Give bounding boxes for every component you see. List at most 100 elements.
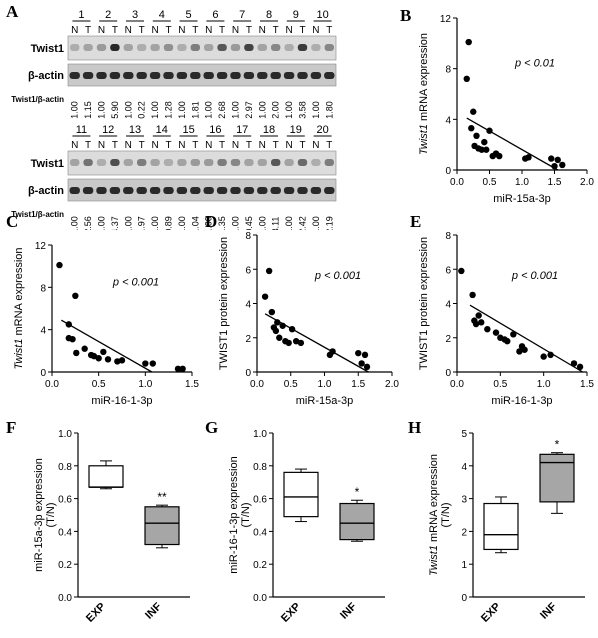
significance-marker: * [355, 485, 360, 499]
lane-label: N [259, 140, 266, 151]
sample-number: 13 [129, 124, 141, 136]
actin-band [230, 187, 241, 194]
lane-label: N [205, 25, 212, 36]
ratio-value: 5.90 [110, 101, 120, 119]
data-point [570, 360, 578, 367]
actin-blot-strip [67, 178, 337, 202]
x-tick-label: 0.0 [450, 177, 464, 188]
ratio-value: 1.00 [204, 101, 214, 119]
y-tick-label: 4 [461, 462, 467, 473]
x-axis-label: miR-15a-3p [493, 193, 550, 205]
y-tick-label: 0.2 [253, 560, 267, 571]
actin-band [163, 72, 174, 79]
data-point [469, 291, 476, 299]
twist1-band [150, 44, 160, 51]
twist1-band [137, 44, 147, 51]
data-point [470, 108, 477, 115]
x-axis-label: miR-16-1-3p [491, 395, 552, 407]
data-point [69, 335, 76, 343]
lane-label: T [299, 25, 305, 36]
actin-band [310, 187, 322, 194]
panel-label-e: E [410, 212, 422, 231]
y-tick-label: 8 [40, 283, 46, 294]
panel-label-b: B [400, 6, 412, 25]
sample-number: 4 [159, 9, 165, 21]
actin-band [203, 72, 214, 79]
data-point [276, 334, 283, 341]
twist1-band [110, 44, 120, 51]
twist1-band [190, 44, 200, 51]
y-tick-label: 2 [245, 334, 251, 345]
twist1-band [244, 159, 254, 166]
ratio-value: 1.81 [190, 101, 200, 119]
ratio-value: 1.00 [257, 216, 267, 230]
x-tick-label: 0.0 [250, 379, 264, 390]
data-point [472, 320, 480, 328]
x-tick-label: 2.0 [580, 177, 594, 188]
sample-number: 11 [76, 124, 87, 136]
box [539, 453, 575, 503]
twist1-band [110, 159, 120, 166]
data-point [548, 155, 555, 162]
y-tick-label: 4 [445, 115, 451, 126]
y-tick-label: 0.0 [253, 593, 267, 604]
actin-band [176, 72, 188, 79]
regression-line [264, 313, 369, 373]
y-axis-label-unit: (T/N) [45, 502, 57, 527]
category-label: INF [143, 600, 164, 621]
lane-label: N [232, 140, 239, 151]
data-point [363, 363, 371, 371]
sample-number: 15 [182, 124, 194, 136]
data-point [478, 319, 485, 326]
p-value-annotation: p < 0.001 [314, 270, 361, 282]
twist1-row-label: Twist1 [31, 43, 64, 55]
y-axis-label: TWIST1 protein expression [418, 237, 430, 370]
lane-label: N [178, 25, 185, 36]
x-tick-label: 0.5 [92, 379, 106, 390]
twist1-band [163, 44, 174, 51]
twist1-band [244, 44, 254, 51]
data-point [329, 348, 336, 355]
sample-number: 12 [102, 124, 114, 136]
data-point [540, 353, 547, 360]
twist1-band [311, 159, 321, 166]
twist1-band [70, 159, 80, 166]
panel-label-a: A [6, 2, 19, 21]
actin-band [297, 72, 308, 79]
x-tick-label: 1.5 [548, 177, 562, 188]
lane-label: N [98, 140, 105, 151]
y-axis-label-rest: mRNA expression [428, 454, 440, 545]
ratio-value: 3.11 [271, 217, 281, 230]
ratio-value: 1.00 [177, 216, 187, 230]
ratio-row-label: Twist1/β-actin [11, 210, 64, 219]
regression-line [466, 117, 559, 171]
lane-label: T [112, 140, 118, 151]
twist1-band [217, 44, 227, 51]
y-tick-label: 4 [245, 300, 251, 311]
y-tick-label: 12 [440, 14, 452, 25]
category-label: EXP [84, 601, 108, 625]
y-axis-label: Twist1 mRNA expression [13, 247, 25, 369]
ratio-value: 1.00 [257, 101, 267, 119]
significance-marker: * [555, 438, 560, 452]
lane-label: T [112, 25, 118, 36]
sample-number: 18 [263, 124, 275, 136]
regression-line [61, 319, 153, 373]
y-tick-label: 0 [245, 368, 251, 379]
y-tick-label: 2 [445, 334, 451, 345]
p-value-annotation: p < 0.001 [112, 277, 159, 289]
actin-band [96, 72, 107, 79]
twist1-band [257, 44, 267, 51]
twist1-band [271, 159, 281, 166]
twist1-band [230, 44, 241, 51]
data-point [521, 346, 528, 353]
lane-label: N [312, 25, 319, 36]
scatter-plot-b: 0 4 8 12 0.0 0.5 1.0 1.5 2.0 miR-15a-3p Twist1 mRN… [418, 14, 594, 205]
actin-band [190, 72, 201, 79]
lane-label: N [312, 140, 319, 151]
ratio-value: 0.89 [164, 216, 174, 230]
data-point [268, 308, 276, 316]
y-tick-label: 0.4 [58, 527, 72, 538]
twist1-band [83, 44, 93, 51]
y-tick-label: 4 [445, 300, 451, 311]
